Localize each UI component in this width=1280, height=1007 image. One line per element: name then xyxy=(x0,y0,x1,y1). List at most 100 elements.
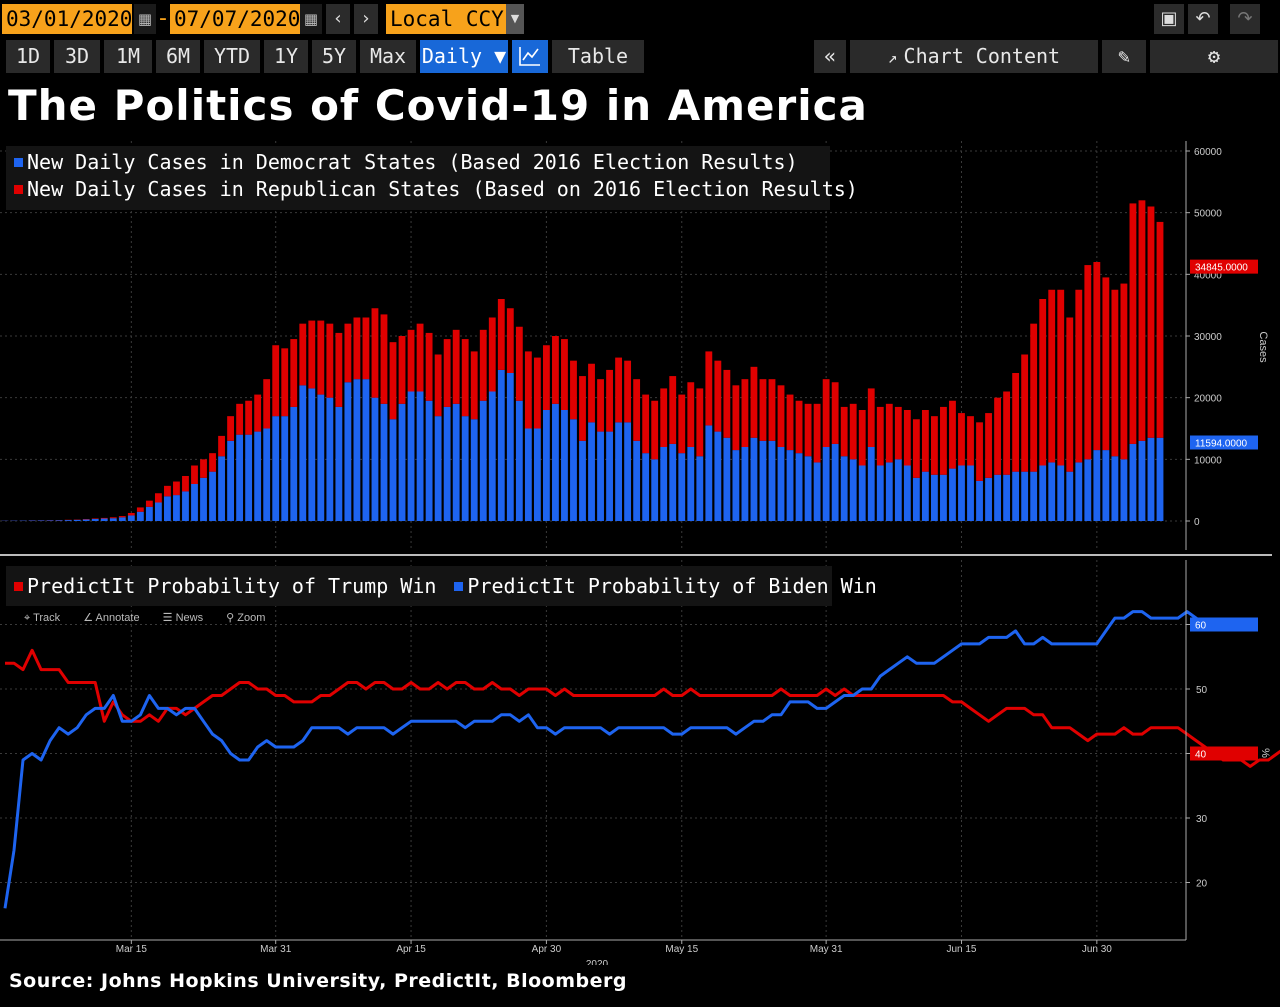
democrat-bar xyxy=(164,496,171,521)
trump-line xyxy=(5,648,1280,768)
democrat-bar xyxy=(91,518,99,521)
republican-bar xyxy=(407,329,415,392)
undo-icon[interactable]: ↶ xyxy=(1188,4,1218,34)
republican-bar xyxy=(921,410,929,472)
republican-bar xyxy=(912,419,920,478)
republican-last-value-text: 34845.0000 xyxy=(1195,263,1248,274)
range-1d-button[interactable]: 1D xyxy=(6,40,50,73)
redo-icon[interactable]: ↷ xyxy=(1230,4,1260,34)
biden-last-value-bg xyxy=(1190,617,1258,632)
biden-last-value: 60 xyxy=(1190,617,1258,632)
republican-bar xyxy=(191,465,198,484)
republican-bar xyxy=(1021,354,1029,472)
republican-bar xyxy=(660,388,668,447)
legend-label: New Daily Cases in Republican States (Ba… xyxy=(27,177,858,201)
democrat-bar xyxy=(579,440,586,521)
chevron-right-icon[interactable]: › xyxy=(354,4,378,34)
track-label: Track xyxy=(33,612,61,624)
news-tool[interactable]: ☰ News xyxy=(162,612,204,624)
end-date-field[interactable]: 07/07/2020 xyxy=(170,4,300,34)
republican-bar xyxy=(931,416,938,475)
democrat-bar xyxy=(136,511,144,521)
track-tool[interactable]: ⌖ Track xyxy=(24,612,61,624)
edit-icon[interactable]: ✎ xyxy=(1102,40,1146,73)
range-6m-button[interactable]: 6M xyxy=(156,40,200,73)
republican-bar xyxy=(109,517,117,519)
democrat-bar xyxy=(425,400,433,521)
table-button[interactable]: Table xyxy=(552,40,644,73)
republican-bar xyxy=(561,339,568,410)
republican-bar xyxy=(687,382,695,447)
range-1m-button[interactable]: 1M xyxy=(104,40,152,73)
democrat-bar xyxy=(840,456,848,521)
democrat-bar xyxy=(723,437,731,521)
chart-content-button[interactable]: ↗ Chart Content xyxy=(850,40,1098,73)
republican-bar xyxy=(994,397,1001,475)
republican-bar xyxy=(606,369,613,432)
republican-bar xyxy=(308,320,316,389)
republican-bar xyxy=(182,475,189,492)
republican-bar xyxy=(434,354,442,417)
republican-bar xyxy=(831,382,839,444)
republican-bar xyxy=(380,314,388,404)
republican-bar xyxy=(173,481,180,496)
annotate-tool[interactable]: ∠ Annotate xyxy=(83,612,140,624)
democrat-bar xyxy=(353,379,361,521)
republican-bar xyxy=(894,406,902,460)
legend-item-democrat: New Daily Cases in Democrat States (Base… xyxy=(14,150,798,174)
line-chart-icon[interactable] xyxy=(512,40,548,73)
republican-bar xyxy=(326,323,334,398)
frequency-dropdown[interactable]: Daily ▼ xyxy=(420,40,508,73)
calendar-icon[interactable]: ▦ xyxy=(134,4,156,34)
democrat-bar xyxy=(931,474,938,521)
start-date-field[interactable]: 03/01/2020 xyxy=(2,4,132,34)
republican-bar xyxy=(461,339,469,417)
democrat-bar xyxy=(1129,443,1137,521)
democrat-bar xyxy=(389,419,397,521)
republican-bar xyxy=(1138,200,1146,441)
democrat-bar xyxy=(1075,462,1083,521)
chevron-down-icon[interactable]: ▼ xyxy=(506,4,524,34)
currency-select[interactable]: Local CCY xyxy=(386,4,506,34)
democrat-bar xyxy=(380,403,388,521)
republican-bar xyxy=(1120,283,1128,460)
democrat-bar xyxy=(407,391,415,521)
calendar-icon[interactable]: ▦ xyxy=(300,4,322,34)
democrat-bar xyxy=(714,431,722,521)
chevron-left-icon[interactable]: ‹ xyxy=(326,4,350,34)
republican-bar xyxy=(200,459,207,478)
double-chevron-left-icon[interactable]: « xyxy=(814,40,846,73)
republican-bar xyxy=(362,317,370,380)
democrat-bar xyxy=(173,495,180,521)
y-tick-label: 20 xyxy=(1196,879,1208,890)
range-3d-button[interactable]: 3D xyxy=(54,40,100,73)
democrat-bar xyxy=(912,477,920,521)
democrat-bar xyxy=(109,518,117,521)
democrat-bar xyxy=(822,447,830,521)
republican-bar xyxy=(1057,289,1065,466)
range-5y-button[interactable]: 5Y xyxy=(312,40,356,73)
democrat-bar xyxy=(949,468,956,521)
democrat-bar xyxy=(1066,471,1074,521)
range-ytd-button[interactable]: YTD xyxy=(204,40,260,73)
democrat-bar xyxy=(236,434,244,521)
republican-bar xyxy=(479,329,487,401)
republican-bar xyxy=(570,360,577,420)
democrat-bar xyxy=(813,462,821,521)
republican-bar xyxy=(227,416,234,441)
republican-bar xyxy=(254,394,262,432)
republican-bar xyxy=(272,345,280,417)
republican-bar xyxy=(452,329,460,404)
democrat-bar xyxy=(642,453,650,521)
range-max-button[interactable]: Max xyxy=(360,40,416,73)
gear-icon[interactable]: ⚙ xyxy=(1150,40,1278,73)
democrat-bar xyxy=(985,477,992,521)
presentation-icon[interactable]: ▣ xyxy=(1154,4,1184,34)
republican-bar xyxy=(840,406,848,457)
republican-bar xyxy=(263,379,271,429)
y-tick-label: 30000 xyxy=(1194,332,1222,343)
zoom-tool[interactable]: ⚲ Zoom xyxy=(226,612,266,624)
range-1y-button[interactable]: 1Y xyxy=(264,40,308,73)
democrat-bar xyxy=(633,440,641,521)
democrat-bar xyxy=(885,462,893,521)
